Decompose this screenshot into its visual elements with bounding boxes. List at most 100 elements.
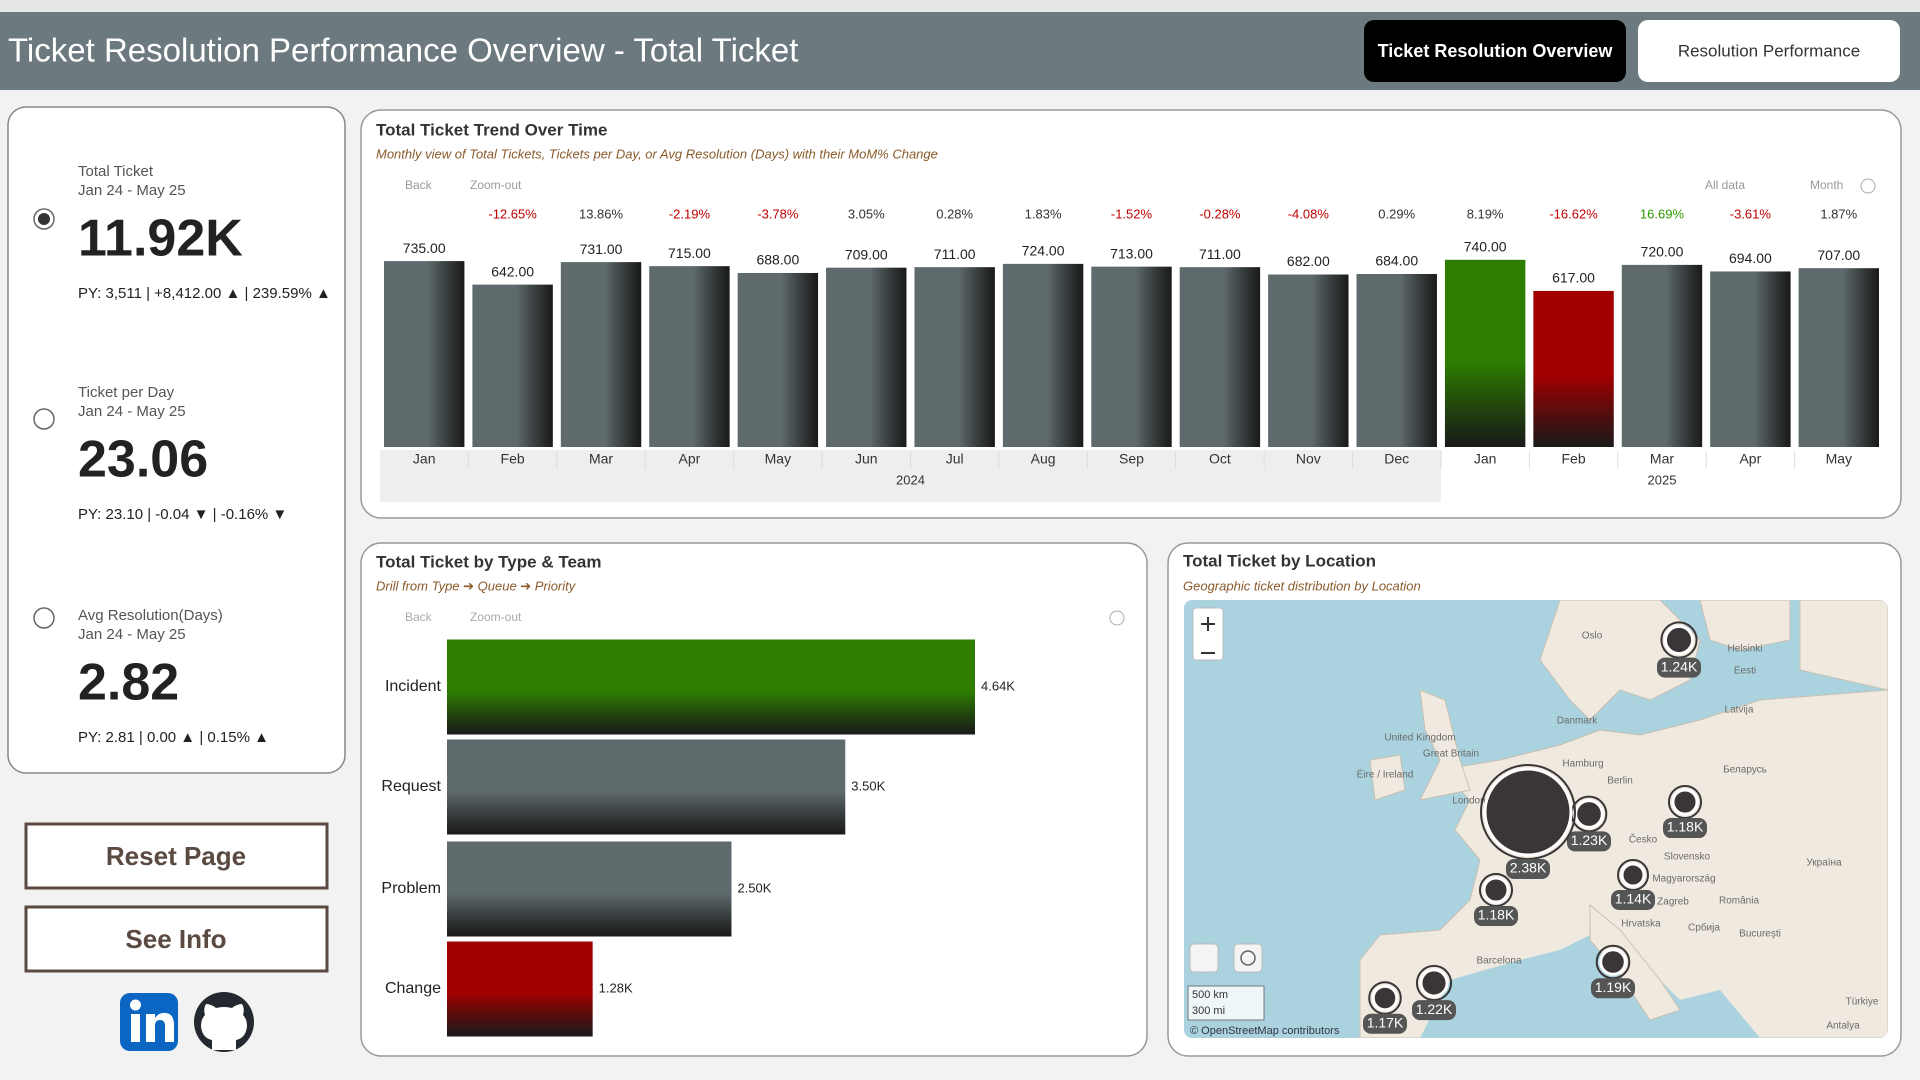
- x-tick-label: Jun: [855, 451, 878, 467]
- bar: [1621, 264, 1703, 447]
- data-label: 684.00: [1375, 253, 1418, 269]
- tab-label[interactable]: Resolution Performance: [1678, 41, 1860, 60]
- x-tick-label: Aug: [1031, 451, 1056, 467]
- bubble-label-bg: [1363, 1013, 1407, 1034]
- data-label: 709.00: [845, 246, 888, 262]
- toolbar-item[interactable]: Month: [1810, 178, 1843, 192]
- tab-label[interactable]: Ticket Resolution Overview: [1378, 41, 1614, 61]
- button-label[interactable]: See Info: [125, 924, 226, 954]
- button[interactable]: [24, 822, 329, 890]
- place-name: Helsinki: [1727, 644, 1762, 655]
- mom-label: -1.52%: [1111, 206, 1153, 221]
- bubble-label: 1.18K: [1478, 907, 1515, 923]
- bubble-label: 1.17K: [1367, 1014, 1404, 1030]
- toolbar-item[interactable]: All data: [1705, 178, 1745, 192]
- place-name: Україна: [1806, 858, 1842, 869]
- zoom-icons[interactable]: [1201, 617, 1215, 654]
- toolbar-item[interactable]: Zoom-out: [470, 610, 522, 624]
- bar: [1091, 266, 1172, 447]
- top-strip: [0, 0, 1920, 12]
- toolbar-item[interactable]: Back: [405, 610, 433, 624]
- bar: [826, 267, 907, 447]
- bubble-label: 1.23K: [1571, 832, 1608, 848]
- bubble[interactable]: [1419, 968, 1449, 998]
- button[interactable]: [24, 905, 329, 973]
- bubble[interactable]: [1482, 876, 1510, 904]
- data-label: 688.00: [756, 252, 799, 268]
- year-label: 2024: [896, 472, 925, 487]
- github-icon[interactable]: [194, 992, 254, 1052]
- chart-subtitle: Drill from Type ➔ Queue ➔ Priority: [376, 578, 577, 593]
- bubble-label-bg: [1474, 906, 1518, 927]
- x-tick-label: Feb: [501, 451, 525, 467]
- bubble[interactable]: [1574, 799, 1604, 829]
- toolbar-item[interactable]: Zoom-out: [470, 178, 522, 192]
- mom-label: 0.28%: [936, 206, 973, 221]
- chart-title: Total Ticket by Type & Team: [376, 552, 601, 571]
- tab[interactable]: [1638, 20, 1900, 82]
- button-label[interactable]: Reset Page: [106, 841, 246, 871]
- place-name: Hamburg: [1562, 759, 1603, 770]
- tab-active[interactable]: [1364, 20, 1626, 82]
- refresh-icon: [1240, 950, 1256, 966]
- data-label: 720.00: [1641, 244, 1684, 260]
- kpi-label: Total Ticket: [78, 163, 154, 180]
- data-label: 711.00: [1199, 246, 1241, 262]
- place-name: Србија: [1688, 922, 1720, 934]
- place-name: Barcelona: [1476, 956, 1521, 967]
- place-name: Bucureşti: [1739, 929, 1781, 940]
- y-tick-label: Problem: [381, 880, 441, 897]
- bubble[interactable]: [1620, 862, 1646, 888]
- bar: [914, 267, 995, 447]
- page-title: Ticket Resolution Performance Overview -…: [8, 32, 798, 69]
- data-label: 617.00: [1552, 270, 1595, 286]
- data-label: 715.00: [668, 245, 711, 261]
- x-tick-label: Apr: [679, 451, 701, 467]
- help-icon[interactable]: [1109, 610, 1125, 626]
- help-icon[interactable]: [1860, 178, 1876, 194]
- bubble[interactable]: [1663, 624, 1695, 656]
- mom-label: -3.78%: [757, 206, 799, 221]
- place-name: Slovensko: [1664, 852, 1711, 863]
- bar: [1444, 259, 1526, 447]
- linkedin-icon[interactable]: [120, 993, 178, 1051]
- mom-label: -16.62%: [1549, 206, 1598, 221]
- mom-label: -0.28%: [1199, 206, 1241, 221]
- chart-title: Total Ticket Trend Over Time: [376, 120, 607, 139]
- bubble[interactable]: [1483, 767, 1573, 857]
- mom-label: 13.86%: [579, 206, 624, 221]
- bar: [560, 262, 642, 447]
- bubble[interactable]: [1671, 788, 1699, 816]
- bar: [384, 261, 465, 447]
- data-label: 711.00: [934, 246, 976, 262]
- place-name: Magyarország: [1652, 874, 1715, 885]
- map-button[interactable]: [1189, 943, 1219, 973]
- bubble[interactable]: [1599, 948, 1627, 976]
- bubble-label-bg: [1591, 978, 1635, 999]
- bubble[interactable]: [1371, 984, 1399, 1012]
- scale-label: 500 km: [1192, 989, 1228, 1001]
- toolbar-item[interactable]: Back: [405, 178, 433, 192]
- bubble-label: 2.38K: [1510, 860, 1547, 876]
- kpi-value: 2.82: [78, 654, 179, 712]
- radio-dot: [38, 213, 50, 225]
- mom-label: 8.19%: [1467, 206, 1504, 221]
- radio[interactable]: [33, 408, 55, 430]
- data-label: 694.00: [1729, 250, 1772, 266]
- bubble-label-bg: [1611, 890, 1655, 910]
- x-tick-label: Jan: [413, 451, 436, 467]
- place-name: Беларусь: [1723, 765, 1767, 776]
- mom-label: 16.69%: [1640, 206, 1685, 221]
- map-button[interactable]: [1233, 943, 1263, 973]
- mom-label: 1.87%: [1820, 206, 1857, 221]
- zoom-control[interactable]: [1192, 607, 1224, 661]
- radio[interactable]: [33, 607, 55, 629]
- bar: [1179, 267, 1261, 447]
- kpi-comparison: PY: 23.10 | -0.04 ▼ | -0.16% ▼: [78, 506, 287, 523]
- scale-label: 300 mi: [1192, 1005, 1225, 1017]
- x-tick-label: Sep: [1119, 451, 1144, 467]
- place-name: Česko: [1629, 833, 1658, 846]
- kpi-period: Jan 24 - May 25: [78, 182, 186, 199]
- mom-label: -12.65%: [488, 206, 537, 221]
